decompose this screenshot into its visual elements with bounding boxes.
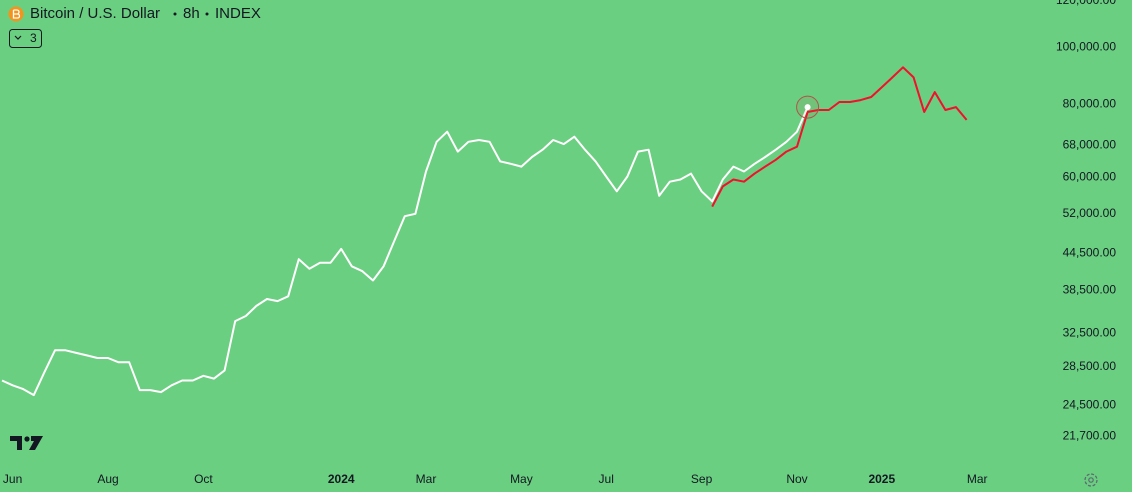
x-tick-label: Nov	[786, 472, 807, 486]
y-tick-label: 21,700.00	[1063, 428, 1117, 442]
y-tick-label: 68,000.00	[1063, 138, 1117, 152]
bitcoin-glyph	[12, 9, 21, 19]
logo-part	[10, 436, 22, 450]
separator	[173, 12, 177, 16]
logo-part	[29, 436, 43, 450]
gear-hub	[1088, 477, 1094, 483]
x-tick-label: Mar	[416, 472, 437, 486]
price-line	[1, 106, 809, 397]
y-tick-label: 120,000.00	[1056, 0, 1116, 7]
symbol-header: Bitcoin / U.S. Dollar 8h INDEX	[8, 5, 261, 22]
indicators-toggle[interactable]: 3	[9, 29, 42, 48]
x-tick-label: 2025	[868, 472, 895, 486]
chevron	[14, 35, 22, 40]
x-tick-label: Jun	[3, 472, 22, 486]
indicators-count: 3	[30, 31, 37, 45]
y-tick-label: 24,500.00	[1063, 397, 1117, 411]
exchange[interactable]: INDEX	[215, 5, 261, 22]
y-tick-label: 80,000.00	[1063, 96, 1117, 110]
x-tick-label: Aug	[97, 472, 118, 486]
separator	[205, 12, 209, 16]
tv-logo	[10, 436, 43, 450]
y-tick-label: 38,500.00	[1063, 282, 1117, 296]
symbol-name[interactable]: Bitcoin / U.S. Dollar	[30, 5, 160, 22]
settings-icon[interactable]	[1084, 473, 1098, 487]
gear[interactable]	[1084, 473, 1098, 487]
y-tick-label: 52,000.00	[1063, 206, 1117, 220]
y-tick-label: 60,000.00	[1063, 170, 1117, 184]
y-tick-label: 28,500.00	[1063, 359, 1117, 373]
y-tick-label: 100,000.00	[1056, 40, 1116, 54]
toggle-box[interactable]	[9, 29, 42, 48]
y-tick-label: 44,500.00	[1063, 246, 1117, 260]
y-tick-label: 32,500.00	[1063, 326, 1117, 340]
x-tick-label: Jul	[599, 472, 614, 486]
interval[interactable]: 8h	[183, 5, 200, 22]
x-tick-label: Sep	[691, 472, 713, 486]
x-tick-label: Mar	[967, 472, 988, 486]
x-tick-label: 2024	[328, 472, 355, 486]
plot-area	[1, 66, 968, 397]
price-line	[711, 66, 968, 208]
x-tick-label: Oct	[194, 472, 213, 486]
x-tick-label: May	[510, 472, 533, 486]
logo-part	[24, 436, 30, 442]
last-point	[804, 104, 811, 111]
